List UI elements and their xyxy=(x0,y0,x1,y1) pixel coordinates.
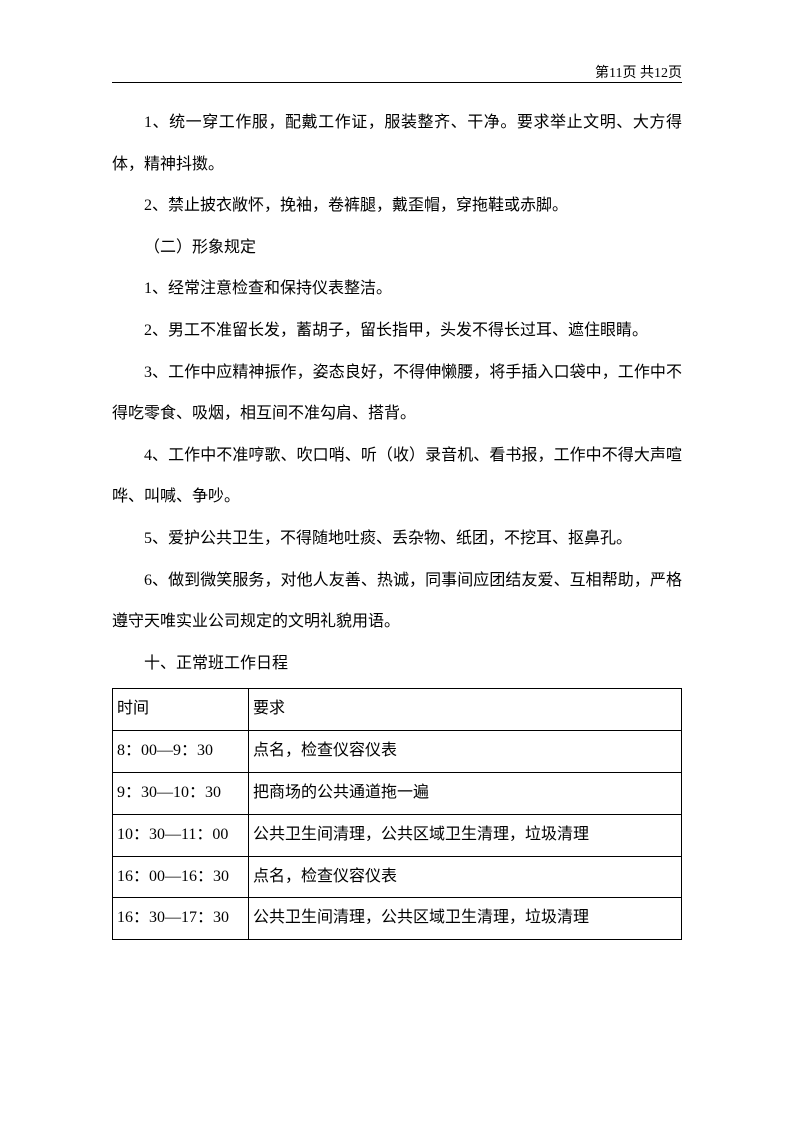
table-row: 9：30—10：30 把商场的公共通道拖一遍 xyxy=(113,772,682,814)
paragraph-7: 4、工作中不准哼歌、吹口哨、听（收）录音机、看书报，工作中不得大声喧哗、叫喊、争… xyxy=(112,435,682,518)
paragraph-4: 1、经常注意检查和保持仪表整洁。 xyxy=(112,268,682,310)
document-content: 1、统一穿工作服，配戴工作证，服装整齐、干净。要求举止文明、大方得体，精神抖擞。… xyxy=(112,102,682,940)
page-number: 第11页 共12页 xyxy=(595,66,682,81)
table-header-row: 时间 要求 xyxy=(113,689,682,731)
section-title-schedule: 十、正常班工作日程 xyxy=(112,643,682,685)
table-cell-time: 10：30—11：00 xyxy=(113,814,249,856)
paragraph-2: 2、禁止披衣敞怀，挽袖，卷裤腿，戴歪帽，穿拖鞋或赤脚。 xyxy=(112,185,682,227)
table-cell-time: 9：30—10：30 xyxy=(113,772,249,814)
table-row: 16：30—17：30 公共卫生间清理，公共区域卫生清理，垃圾清理 xyxy=(113,898,682,940)
paragraph-8: 5、爱护公共卫生，不得随地吐痰、丢杂物、纸团，不挖耳、抠鼻孔。 xyxy=(112,518,682,560)
section-heading: （二）形象规定 xyxy=(112,227,682,269)
paragraph-5: 2、男工不准留长发，蓄胡子，留长指甲，头发不得长过耳、遮住眼睛。 xyxy=(112,310,682,352)
table-cell-time: 16：30—17：30 xyxy=(113,898,249,940)
paragraph-1: 1、统一穿工作服，配戴工作证，服装整齐、干净。要求举止文明、大方得体，精神抖擞。 xyxy=(112,102,682,185)
table-header-req: 要求 xyxy=(249,689,682,731)
header-underline xyxy=(112,82,682,83)
paragraph-9: 6、做到微笑服务，对他人友善、热诚，同事间应团结友爱、互相帮助，严格遵守天唯实业… xyxy=(112,560,682,643)
table-cell-req: 公共卫生间清理，公共区域卫生清理，垃圾清理 xyxy=(249,814,682,856)
page-header: 第11页 共12页 xyxy=(595,62,682,82)
table-cell-req: 公共卫生间清理，公共区域卫生清理，垃圾清理 xyxy=(249,898,682,940)
table-cell-req: 把商场的公共通道拖一遍 xyxy=(249,772,682,814)
table-cell-req: 点名，检查仪容仪表 xyxy=(249,856,682,898)
paragraph-6: 3、工作中应精神振作，姿态良好，不得伸懒腰，将手插入口袋中，工作中不得吃零食、吸… xyxy=(112,352,682,435)
table-cell-req: 点名，检查仪容仪表 xyxy=(249,731,682,773)
table-cell-time: 8：00—9：30 xyxy=(113,731,249,773)
table-row: 16：00—16：30 点名，检查仪容仪表 xyxy=(113,856,682,898)
table-row: 10：30—11：00 公共卫生间清理，公共区域卫生清理，垃圾清理 xyxy=(113,814,682,856)
table-header-time: 时间 xyxy=(113,689,249,731)
schedule-table: 时间 要求 8：00—9：30 点名，检查仪容仪表 9：30—10：30 把商场… xyxy=(112,688,682,940)
table-row: 8：00—9：30 点名，检查仪容仪表 xyxy=(113,731,682,773)
table-cell-time: 16：00—16：30 xyxy=(113,856,249,898)
